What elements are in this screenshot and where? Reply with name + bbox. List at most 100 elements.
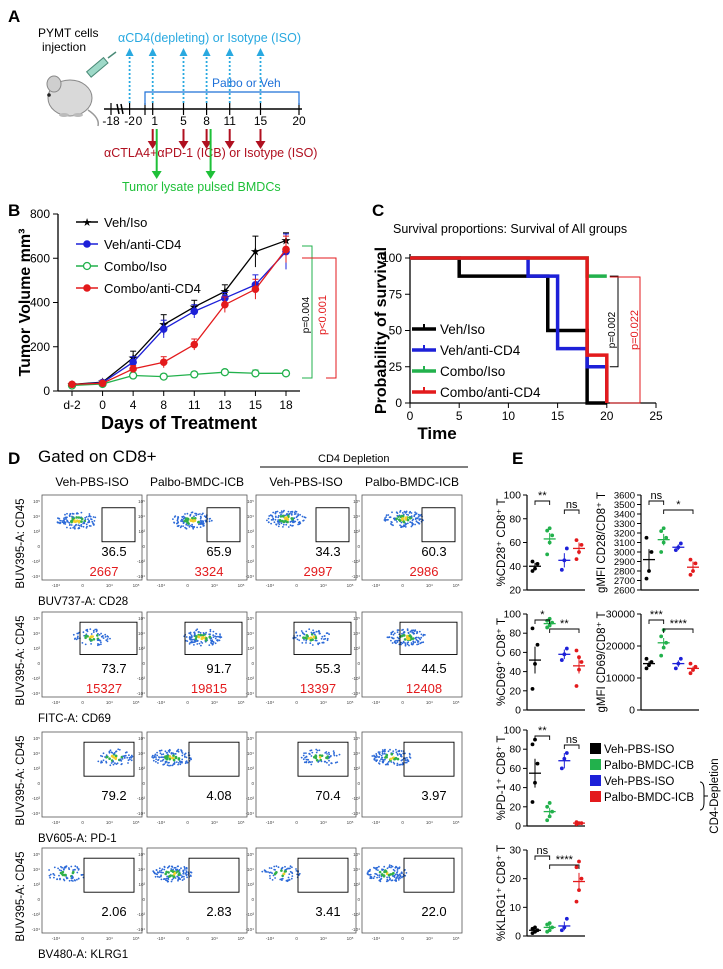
sig-bracket-black — [609, 275, 619, 368]
gate-percentage: 70.4 — [315, 788, 340, 803]
y-tick-label: 10000 — [606, 673, 635, 685]
event-dot — [282, 520, 286, 524]
event-dot — [181, 879, 184, 881]
sig-bracket — [534, 735, 551, 740]
tick-label: -10³ — [246, 676, 255, 681]
data-point — [547, 540, 552, 545]
event-dot — [395, 876, 398, 879]
event-dot — [56, 521, 59, 524]
event-dot — [56, 878, 58, 881]
event-dot — [276, 520, 279, 523]
tick-label: 10⁵ — [247, 736, 254, 741]
event-dot — [378, 762, 380, 764]
event-dot — [376, 874, 379, 877]
gate-percentage: 3.97 — [421, 788, 446, 803]
tick-label: 0 — [251, 661, 254, 666]
event-dot — [392, 868, 395, 871]
event-dot — [127, 759, 130, 762]
legend-label: Veh-PBS-ISO — [604, 776, 674, 788]
event-dot — [59, 521, 62, 524]
event-dot — [404, 752, 406, 755]
event-dot — [169, 764, 172, 767]
event-dot — [193, 644, 195, 646]
gate-percentage: 91.7 — [206, 661, 231, 676]
event-dot — [390, 752, 394, 756]
event-dot — [271, 872, 273, 875]
tick-label: 10⁴ — [426, 700, 433, 705]
y-tick-label: 0 — [515, 821, 521, 833]
event-dot — [48, 869, 50, 871]
event-dot — [175, 761, 178, 763]
event-dot — [186, 876, 189, 879]
event-dot — [173, 866, 176, 869]
event-dot — [82, 522, 85, 525]
event-dot — [291, 875, 294, 877]
gate-percentage: 65.9 — [206, 544, 231, 559]
syringe-icon — [85, 51, 117, 78]
event-dot — [160, 756, 163, 759]
event-dot — [374, 759, 376, 761]
event-dot — [328, 757, 330, 759]
event-dot — [308, 752, 311, 755]
event-dot — [273, 521, 276, 524]
event-dot — [100, 761, 102, 764]
event-dot — [398, 519, 402, 522]
event-dot — [404, 518, 408, 521]
event-dot — [417, 643, 420, 645]
legend-label: Combo/Iso — [104, 259, 167, 274]
event-dot — [199, 520, 202, 522]
data-point — [664, 535, 669, 540]
event-dot — [381, 760, 384, 763]
event-dot — [186, 512, 189, 515]
y-tick-label: 20 — [509, 801, 521, 813]
data-point — [678, 541, 683, 546]
y-axis-title: %CD69⁺ CD8⁺ T — [496, 618, 508, 706]
y-tick-label: 60 — [509, 647, 521, 659]
event-dot — [64, 873, 67, 877]
event-dot — [60, 869, 63, 872]
event-dot — [312, 632, 314, 635]
event-dot — [168, 755, 172, 758]
event-dot — [70, 520, 74, 523]
tick-label: 0 — [357, 544, 360, 549]
event-dot — [173, 762, 176, 765]
event-dot — [411, 523, 414, 526]
event-dot — [168, 761, 170, 764]
tumor-volume-chart: 0 200 400 600 800 d-2 0 4 8 11 13 15 18 Days of Treat… — [17, 207, 337, 433]
tick-label: 0 — [186, 700, 189, 705]
event-dot — [269, 877, 271, 880]
event-dot — [320, 754, 324, 757]
event-dot — [64, 516, 67, 519]
tick-label: 0 — [142, 661, 145, 666]
event-dot — [404, 516, 408, 519]
event-dot — [65, 516, 68, 519]
event-dot — [293, 513, 296, 515]
event-dot — [401, 632, 403, 635]
gate-mfi: 2667 — [90, 564, 119, 579]
tick-label: 10⁴ — [320, 700, 327, 705]
tick-label: 10⁵ — [238, 700, 245, 705]
tick-label: -10³ — [137, 796, 146, 801]
data-point — [577, 550, 581, 554]
event-dot — [194, 634, 196, 637]
event-dot — [72, 633, 75, 636]
event-dot — [288, 879, 291, 881]
sig-label: **** — [670, 618, 688, 630]
event-dot — [308, 628, 311, 631]
flow-cytometry-grid: Gated on CD8+ CD4 Depletion Veh-PBS-ISO P… — [15, 447, 468, 961]
event-dot — [100, 643, 102, 646]
flow-plot: 10⁵ 10⁴ 10³ 0 -10³ -10⁴ -10⁴ 0 10⁴ 10⁵ 55.3 13397 — [246, 611, 357, 705]
event-dot — [326, 632, 329, 635]
column-header: Veh-PBS-ISO — [269, 475, 342, 489]
sig-label: ** — [538, 490, 547, 502]
event-dot — [302, 758, 305, 761]
event-dot — [274, 518, 277, 521]
tick-label: 10⁴ — [138, 631, 145, 636]
event-dot — [215, 632, 217, 635]
event-dot — [289, 867, 291, 870]
y-tick-label: 60 — [509, 763, 521, 775]
event-dot — [111, 752, 114, 754]
event-dot — [392, 637, 395, 640]
y-tick-label: 10 — [509, 902, 521, 914]
event-dot — [174, 877, 177, 879]
